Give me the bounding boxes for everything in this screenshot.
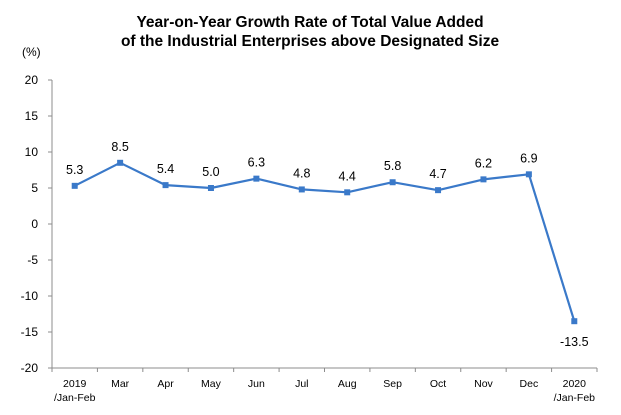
x-tick-label: Mar <box>111 378 130 390</box>
data-label: 4.8 <box>293 166 310 180</box>
data-point <box>435 187 442 194</box>
data-point <box>207 185 214 191</box>
data-point <box>162 182 169 189</box>
y-axis-ticks: 20 15 10 5 0 -5 -10 -15 -20 <box>21 73 52 375</box>
data-label: 5.3 <box>66 163 83 177</box>
y-tick-label: 10 <box>25 145 39 159</box>
x-tick-label: Apr <box>157 378 174 390</box>
data-point <box>525 171 532 178</box>
y-tick-label: -10 <box>21 289 39 303</box>
series-line <box>71 159 578 325</box>
y-tick-label: -15 <box>21 325 39 339</box>
data-label: 5.4 <box>157 162 174 176</box>
data-label: 4.7 <box>429 167 446 181</box>
x-tick-label: 2020 <box>563 378 587 390</box>
series-path <box>74 161 576 322</box>
data-point <box>571 318 578 325</box>
x-tick-label: /Jan-Feb <box>54 392 96 404</box>
data-label: 6.2 <box>475 156 492 170</box>
x-tick-label: Oct <box>430 378 446 390</box>
data-label: 5.8 <box>384 159 401 173</box>
data-label: 6.9 <box>520 151 537 165</box>
data-point <box>71 182 78 189</box>
x-tick-label: Sep <box>383 378 402 390</box>
data-label: -13.5 <box>560 335 589 349</box>
y-tick-label: -20 <box>21 361 39 375</box>
x-tick-label: Dec <box>520 378 539 390</box>
data-labels: 5.3 8.5 5.4 5.0 6.3 4.8 4.4 5.8 4.7 6.2 6.9 -13.5 <box>66 140 589 349</box>
x-tick-label: Jul <box>295 378 308 390</box>
x-tick-label: Nov <box>474 378 493 390</box>
data-point <box>344 189 351 196</box>
y-tick-label: 5 <box>31 181 38 195</box>
data-label: 5.0 <box>202 165 219 179</box>
y-tick-label: -5 <box>27 253 38 267</box>
x-tick-label: Jun <box>248 378 265 390</box>
data-point <box>117 159 124 166</box>
chart-title-line1: Year-on-Year Growth Rate of Total Value … <box>136 14 483 31</box>
x-tick-label: Aug <box>338 378 357 390</box>
data-label: 6.3 <box>248 156 265 170</box>
data-point <box>298 186 305 193</box>
data-label: 4.4 <box>339 169 356 183</box>
chart-title-line2: of the Industrial Enterprises above Desi… <box>121 33 500 50</box>
x-axis-ticks: 2019/Jan-Feb Mar Apr May Jun Jul Aug Sep Oct Nov D… <box>51 368 598 404</box>
data-point <box>253 175 260 182</box>
y-tick-label: 15 <box>25 109 39 123</box>
data-point <box>389 179 396 186</box>
y-axis-unit-label: (%) <box>22 45 41 59</box>
x-tick-label: May <box>201 378 222 390</box>
y-tick-label: 20 <box>25 73 39 87</box>
axes <box>51 80 597 369</box>
data-label: 8.5 <box>111 140 128 154</box>
x-tick-label: 2019 <box>63 378 87 390</box>
x-tick-label: /Jan-Feb <box>554 392 596 404</box>
data-point <box>480 176 487 183</box>
y-tick-label: 0 <box>31 217 38 231</box>
